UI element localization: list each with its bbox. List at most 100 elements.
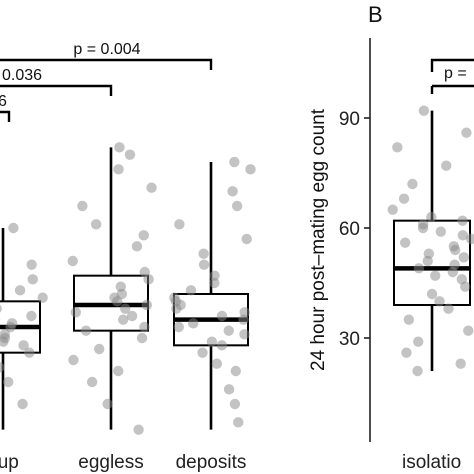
b-point-isolation bbox=[398, 193, 410, 204]
a-point-eggless bbox=[115, 281, 126, 292]
b-category-label-isolation: isolatio bbox=[402, 452, 461, 473]
b-point-isolation bbox=[461, 127, 472, 138]
b-point-isolation bbox=[417, 219, 429, 230]
panel-b: B 24 hour post–mating egg count 30 60 90 is… bbox=[308, 2, 474, 473]
b-point-isolation bbox=[463, 325, 474, 336]
y-axis-label-b: 24 hour post–mating egg count bbox=[308, 108, 329, 371]
a-point-group bbox=[26, 259, 37, 270]
b-point-isolation bbox=[387, 204, 398, 215]
a-point-deposits bbox=[245, 164, 256, 175]
a-point-eggless bbox=[131, 241, 143, 252]
a-point-deposits bbox=[173, 321, 184, 333]
a-category-label-eggless: eggless bbox=[78, 452, 144, 473]
a-comparison-bracket-2 bbox=[0, 110, 11, 122]
a-point-eggless bbox=[124, 149, 136, 160]
b-point-isolation bbox=[456, 274, 468, 285]
b-point-isolation bbox=[435, 226, 447, 237]
a-comparison-label-2: 6 bbox=[0, 93, 7, 110]
b-point-isolation bbox=[449, 259, 460, 270]
a-point-deposits bbox=[197, 347, 208, 358]
a-point-eggless bbox=[136, 332, 148, 344]
a-point-deposits bbox=[231, 200, 243, 212]
a-point-deposits bbox=[227, 186, 238, 197]
b-y-tick-label: 90 bbox=[339, 109, 360, 130]
a-point-deposits bbox=[206, 336, 218, 347]
a-point-deposits bbox=[241, 233, 252, 245]
a-point-eggless bbox=[102, 398, 113, 410]
a-point-deposits bbox=[187, 318, 199, 329]
a-point-deposits bbox=[229, 156, 240, 168]
a-point-deposits bbox=[198, 248, 209, 259]
a-point-deposits bbox=[239, 307, 250, 318]
a-point-deposits bbox=[169, 292, 180, 303]
a-point-deposits bbox=[198, 259, 210, 270]
a-point-eggless bbox=[141, 299, 153, 311]
a-point-eggless bbox=[126, 310, 138, 322]
a-point-deposits bbox=[211, 358, 223, 369]
a-point-eggless bbox=[113, 164, 124, 175]
b-point-isolation bbox=[426, 288, 438, 300]
a-category-label-group: oup bbox=[0, 452, 19, 473]
a-point-group bbox=[14, 285, 26, 296]
b-point-isolation bbox=[465, 233, 474, 245]
a-point-deposits bbox=[223, 325, 234, 336]
b-point-isolation bbox=[441, 160, 452, 171]
b-point-isolation bbox=[457, 215, 468, 226]
b-point-isolation bbox=[412, 365, 423, 377]
a-comparison-label-0: p = 0.004 bbox=[73, 41, 140, 58]
b-point-isolation bbox=[443, 303, 454, 314]
a-point-eggless bbox=[77, 200, 88, 212]
a-point-eggless bbox=[117, 314, 129, 325]
b-point-isolation bbox=[418, 105, 430, 116]
b-y-tick-label: 30 bbox=[339, 329, 360, 350]
b-point-isolation bbox=[430, 270, 441, 281]
a-point-deposits bbox=[239, 329, 250, 340]
b-point-isolation bbox=[407, 178, 418, 190]
b-point-isolation bbox=[413, 263, 425, 274]
a-point-eggless bbox=[67, 255, 78, 267]
a-point-deposits bbox=[185, 285, 197, 296]
a-point-group bbox=[0, 304, 2, 313]
a-point-eggless bbox=[86, 376, 98, 388]
a-point-group bbox=[17, 398, 28, 410]
a-point-eggless bbox=[139, 266, 150, 278]
a-point-deposits bbox=[223, 384, 235, 395]
a-point-eggless bbox=[70, 307, 81, 318]
a-point-eggless bbox=[90, 219, 102, 230]
a-point-eggless bbox=[113, 365, 124, 377]
a-point-eggless bbox=[94, 343, 105, 355]
a-point-group bbox=[0, 362, 5, 373]
a-point-group bbox=[24, 347, 35, 358]
a-point-eggless bbox=[120, 303, 131, 314]
a-point-deposits bbox=[216, 310, 228, 322]
panel-a: oup eggless deposits p = 0.004 0.036 6 bbox=[0, 41, 256, 473]
a-point-eggless bbox=[133, 424, 144, 435]
a-point-eggless bbox=[138, 230, 149, 241]
a-point-deposits bbox=[174, 219, 185, 230]
b-point-isolation bbox=[458, 252, 470, 263]
b-point-isolation bbox=[413, 336, 424, 347]
a-point-deposits bbox=[209, 277, 220, 289]
b-point-isolation bbox=[401, 347, 412, 358]
a-point-group bbox=[3, 376, 14, 388]
a-point-eggless bbox=[146, 182, 157, 193]
a-point-group bbox=[8, 222, 19, 234]
a-point-deposits bbox=[230, 365, 241, 377]
b-point-isolation bbox=[434, 296, 445, 307]
a-point-group bbox=[37, 292, 48, 303]
b-point-isolation bbox=[423, 248, 435, 259]
b-y-tick-label: 60 bbox=[339, 219, 360, 240]
a-comparison-label-1: 0.036 bbox=[2, 67, 42, 84]
a-point-deposits bbox=[216, 340, 228, 351]
b-point-isolation bbox=[448, 241, 460, 252]
a-point-deposits bbox=[233, 417, 244, 428]
b-comparison-label-0: p = bbox=[444, 65, 467, 82]
a-point-group bbox=[0, 329, 10, 340]
b-point-isolation bbox=[455, 358, 466, 369]
b-point-isolation bbox=[457, 230, 469, 241]
a-point-eggless bbox=[114, 142, 125, 153]
b-point-isolation bbox=[399, 237, 411, 248]
a-comparison-bracket-1 bbox=[0, 84, 113, 96]
b-point-isolation bbox=[403, 314, 415, 325]
